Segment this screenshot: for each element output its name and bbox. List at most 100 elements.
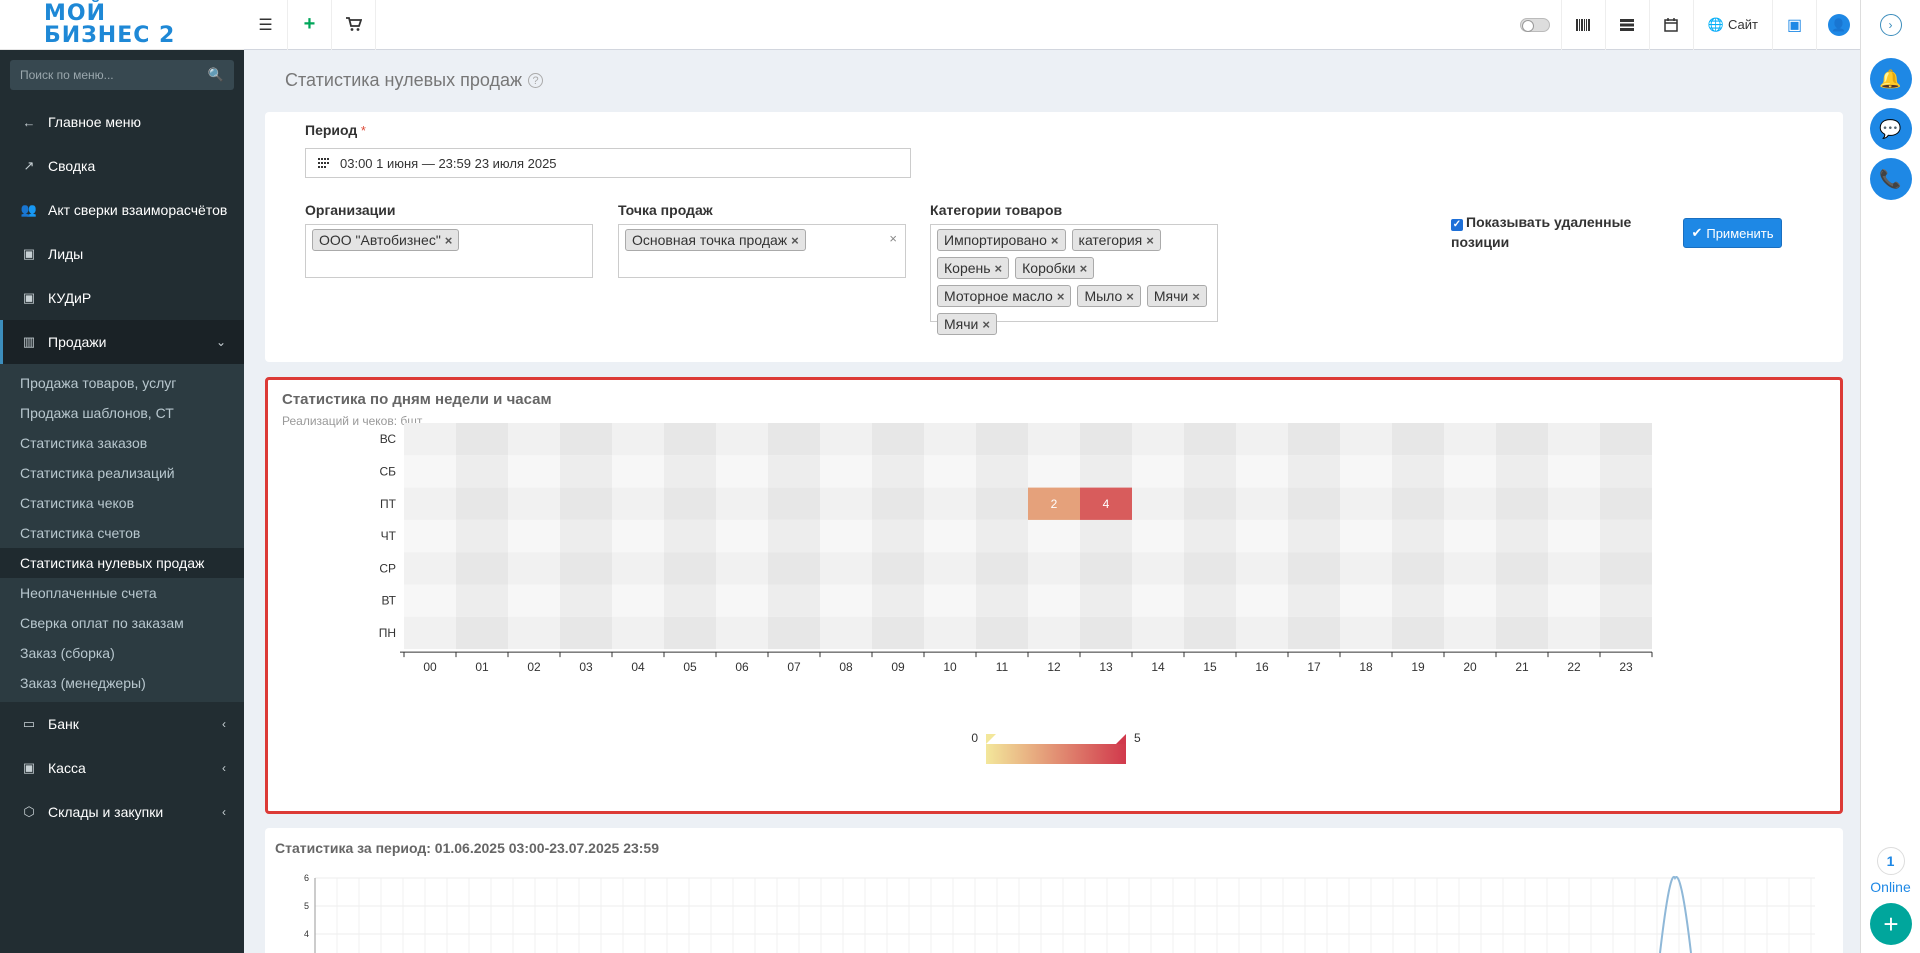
calendar-grid-icon <box>318 156 330 171</box>
remove-tag-icon[interactable]: × <box>791 232 799 248</box>
menu-search-input[interactable] <box>20 68 208 82</box>
sidebar: МОЙ БИЗНЕС 2 🔍 ← Главное меню ↗ Сводка 👥 Акт … <box>0 0 244 953</box>
selected-tag[interactable]: Коробки × <box>1015 257 1095 279</box>
user-menu[interactable]: 👤 <box>1816 0 1860 50</box>
point-label: Точка продаж <box>618 202 713 218</box>
clear-selection-icon[interactable]: × <box>889 231 897 246</box>
submenu-item[interactable]: Неоплаченные счета <box>20 585 157 601</box>
period-input[interactable]: 03:00 1 июня — 23:59 23 июля 2025 <box>305 148 911 178</box>
org-select[interactable]: ООО "Автобизнес" × <box>305 224 593 278</box>
selected-tag[interactable]: Мячи × <box>1146 285 1207 307</box>
expand-panel-icon[interactable]: › <box>1879 14 1902 36</box>
sidebar-item-label: Банк <box>48 716 79 732</box>
selected-tag[interactable]: Корень × <box>937 257 1010 279</box>
sidebar-item-cash[interactable]: ▣ Касса ‹ <box>0 746 244 790</box>
heatmap-cell <box>560 552 612 585</box>
sidebar-item-credit-card[interactable]: ▭ Банк ‹ <box>0 702 244 746</box>
sidebar-item-label: Главное меню <box>48 114 142 130</box>
selected-tag[interactable]: категория × <box>1071 229 1161 251</box>
submenu-item[interactable]: Заказ (сборка) <box>20 645 115 661</box>
sidebar-item-chart-line[interactable]: ↗ Сводка <box>0 144 244 188</box>
submenu-item[interactable]: Заказ (менеджеры) <box>20 675 146 691</box>
heatmap-cell <box>560 519 612 553</box>
theme-toggle[interactable] <box>1509 0 1561 50</box>
help-icon[interactable]: ? <box>528 73 544 88</box>
remove-tag-icon[interactable]: × <box>994 260 1003 276</box>
legend-min-marker[interactable] <box>986 734 996 744</box>
submenu-item[interactable]: Статистика заказов <box>20 435 148 451</box>
heatmap-cell <box>1132 487 1184 520</box>
chat-icon[interactable]: 💬 <box>1869 108 1912 150</box>
cart-icon[interactable] <box>332 0 376 50</box>
legend-max-marker[interactable] <box>1116 734 1126 744</box>
remove-tag-icon[interactable]: × <box>1126 288 1134 304</box>
add-fab-button[interactable]: + <box>1870 903 1912 945</box>
store-icon[interactable]: ▣ <box>1772 0 1816 50</box>
notifications-bell-icon[interactable]: 🔔 <box>1869 58 1912 100</box>
remove-tag-icon[interactable]: × <box>1050 232 1059 248</box>
submenu-item[interactable]: Продажа шаблонов, СТ <box>20 405 174 421</box>
sidebar-item-users[interactable]: 👥 Акт сверки взаиморасчётов <box>0 188 244 232</box>
submenu-item[interactable]: Статистика чеков <box>20 495 135 511</box>
sidebar-item-box[interactable]: ⬡ Склады и закупки ‹ <box>0 790 244 834</box>
selected-tag[interactable]: Мячи × <box>937 313 997 335</box>
selected-tag[interactable]: Моторное масло × <box>937 285 1072 307</box>
remove-tag-icon[interactable]: × <box>1192 288 1200 304</box>
apply-button[interactable]: ✔ Применить <box>1683 218 1782 248</box>
heatmap-cell <box>1548 487 1600 520</box>
hamburger-menu-icon[interactable]: ☰ <box>244 0 288 50</box>
heatmap-cell <box>508 552 560 585</box>
tag-label: Корень <box>944 260 991 276</box>
heatmap-cell <box>1028 455 1080 488</box>
x-tick-label: 00 <box>423 660 437 674</box>
remove-tag-icon[interactable]: × <box>1056 288 1065 304</box>
selected-tag[interactable]: Мыло × <box>1077 285 1141 307</box>
series-line <box>1659 875 1692 953</box>
box-icon: ⬡ <box>23 804 35 819</box>
selected-tag[interactable]: Импортировано × <box>937 229 1066 251</box>
heatmap-cell <box>1288 584 1340 617</box>
heatmap-cell <box>1600 455 1652 488</box>
remove-tag-icon[interactable]: × <box>1146 232 1154 248</box>
point-select[interactable]: Основная точка продаж × × <box>618 224 906 278</box>
x-tick-label: 10 <box>943 660 957 674</box>
sidebar-item-contact-book[interactable]: ▣ Лиды <box>0 232 244 276</box>
heatmap-cell <box>1340 616 1392 650</box>
submenu-item[interactable]: Статистика реализаций <box>20 465 175 481</box>
remove-tag-icon[interactable]: × <box>982 316 990 332</box>
search-icon[interactable]: 🔍 <box>207 67 224 82</box>
period-chart-title: Статистика за период: 01.06.2025 03:00-2… <box>275 840 659 856</box>
show-deleted-label: Показывать удаленные позиции <box>1451 214 1632 250</box>
sidebar-item-arrow-left[interactable]: ← Главное меню <box>0 100 244 144</box>
phone-icon[interactable]: 📞 <box>1869 158 1912 200</box>
server-list-icon[interactable] <box>1604 0 1649 50</box>
site-link[interactable]: 🌐 Сайт <box>1692 0 1772 50</box>
heatmap-cell <box>508 584 560 617</box>
submenu-item[interactable]: Статистика счетов <box>20 525 141 541</box>
online-indicator[interactable]: 1 Online <box>1861 847 1920 895</box>
heatmap-cell <box>560 616 612 650</box>
remove-tag-icon[interactable]: × <box>444 232 453 248</box>
heatmap-cell <box>1600 552 1652 585</box>
heatmap-cell <box>1184 423 1236 456</box>
barcode-icon[interactable] <box>1560 0 1605 50</box>
category-select[interactable]: Импортировано × категория × Корень × Коробки × М… <box>930 224 1218 335</box>
submenu-item[interactable]: Статистика нулевых продаж <box>0 548 244 578</box>
heatmap-value-cell[interactable] <box>1080 487 1132 520</box>
heatmap-cell <box>716 552 768 585</box>
calendar-icon[interactable] <box>1648 0 1693 50</box>
heatmap-value-cell[interactable] <box>1028 487 1080 520</box>
submenu-item[interactable]: Сверка оплат по заказам <box>20 615 184 631</box>
show-deleted-checkbox[interactable]: ✓ Показывать удаленные позиции <box>1451 212 1641 252</box>
heatmap-cell <box>560 423 612 456</box>
add-icon[interactable]: + <box>288 0 332 50</box>
remove-tag-icon[interactable]: × <box>1079 260 1088 276</box>
submenu-item[interactable]: Продажа товаров, услуг <box>20 375 177 391</box>
sidebar-item-book[interactable]: ▣ КУДиР <box>0 276 244 320</box>
heatmap-cell <box>404 423 456 456</box>
heatmap-cell <box>924 455 976 488</box>
sidebar-item-bar-chart[interactable]: ▥ Продажи ⌄ <box>0 320 244 364</box>
selected-tag[interactable]: ООО "Автобизнес" × <box>312 229 460 251</box>
selected-tag[interactable]: Основная точка продаж × <box>625 229 806 251</box>
logo[interactable]: МОЙ БИЗНЕС 2 <box>0 0 244 50</box>
